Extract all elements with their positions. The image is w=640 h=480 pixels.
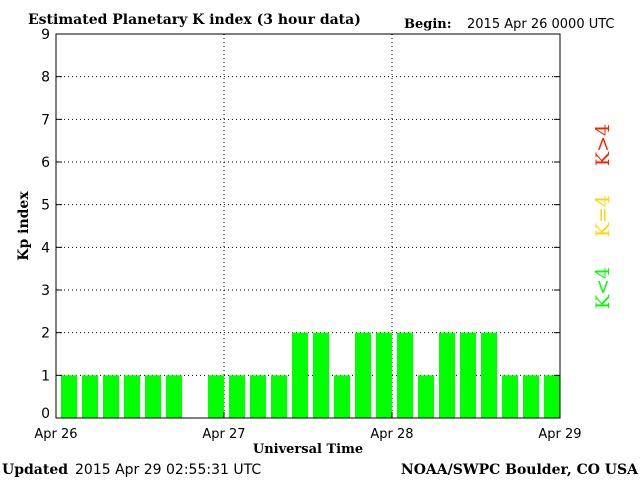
kp-bar	[502, 375, 518, 418]
kp-bar	[313, 332, 329, 418]
y-tick-label: 3	[41, 283, 50, 299]
y-tick-label: 1	[41, 368, 50, 384]
kp-bar	[523, 375, 539, 418]
x-tick-label: Apr 26	[34, 427, 77, 442]
kp-bar	[166, 375, 182, 418]
credit-text: NOAA/SWPC Boulder, CO USA	[401, 462, 639, 478]
bars	[61, 332, 560, 418]
x-tick-label: Apr 28	[370, 427, 413, 442]
x-axis-label: Universal Time	[253, 442, 363, 457]
kp-bar	[292, 332, 308, 418]
kp-bar	[103, 375, 119, 418]
y-tick-label: 9	[41, 27, 50, 43]
begin-value: 2015 Apr 26 0000 UTC	[467, 17, 615, 32]
y-axis-label: Kp index	[16, 191, 32, 261]
kp-bar	[544, 375, 560, 418]
kp-bar	[481, 332, 497, 418]
y-tick-label: 5	[41, 198, 50, 214]
legend-entry: K<4	[592, 267, 614, 309]
chart-title: Estimated Planetary K index (3 hour data…	[28, 12, 361, 28]
kp-bar	[439, 332, 455, 418]
kp-bar	[271, 375, 287, 418]
legend-entry: K=4	[592, 195, 614, 237]
legend-entry: K>4	[592, 124, 614, 166]
updated-label: Updated	[2, 462, 68, 478]
kp-bar	[355, 332, 371, 418]
kp-bar	[397, 332, 413, 418]
kp-bar	[208, 375, 224, 418]
legend: K<4 K=4 K>4	[592, 124, 614, 309]
kp-bar	[145, 375, 161, 418]
y-axis-ticks: 0 1 2 3 4 5 6 7 8 9	[41, 27, 560, 422]
kp-bar	[229, 375, 245, 418]
x-tick-label: Apr 27	[202, 427, 245, 442]
kp-bar	[250, 375, 266, 418]
x-tick-label: Apr 29	[538, 427, 581, 442]
x-axis-ticks: Apr 26 Apr 27 Apr 28 Apr 29	[34, 412, 582, 442]
y-tick-label: 0	[41, 406, 50, 422]
kp-bar	[334, 375, 350, 418]
kp-bar	[376, 332, 392, 418]
y-tick-label: 7	[41, 112, 50, 128]
y-tick-label: 4	[41, 240, 50, 256]
kp-bar	[460, 332, 476, 418]
kp-bar	[82, 375, 98, 418]
plot-frame	[55, 33, 561, 419]
kp-bar	[418, 375, 434, 418]
begin-label: Begin:	[404, 17, 452, 32]
kp-bar	[124, 375, 140, 418]
updated-value: 2015 Apr 29 02:55:31 UTC	[75, 462, 261, 478]
y-tick-label: 2	[41, 326, 50, 342]
kp-bar	[61, 375, 77, 418]
y-tick-label: 8	[41, 70, 50, 86]
y-tick-label: 6	[41, 155, 50, 171]
